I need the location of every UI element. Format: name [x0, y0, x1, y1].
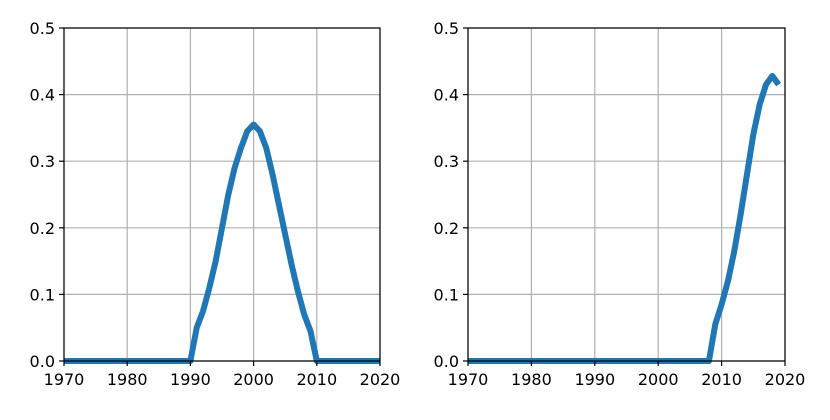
- y-tick-label: 0.0: [434, 352, 459, 371]
- series-line: [468, 72, 782, 364]
- y-tick-label: 0.4: [30, 86, 55, 105]
- y-tick-label: 0.5: [30, 19, 55, 38]
- x-tick-label: 2020: [765, 370, 806, 389]
- y-tick-label: 0.1: [30, 285, 55, 304]
- axes-frame: [63, 27, 381, 362]
- x-tick-label: 2020: [360, 370, 401, 389]
- y-tick-label: 0.3: [30, 152, 55, 171]
- x-tick-label: 1970: [44, 370, 85, 389]
- x-tick-label: 1980: [107, 370, 148, 389]
- y-tick-label: 0.2: [434, 219, 459, 238]
- x-tick-label: 2000: [638, 370, 679, 389]
- chart-panel-1: 1970 1980 1990 2000 2010 2020 0.0 0.1 0.2 0.3 0.4 0…: [30, 19, 401, 389]
- x-tick-label: 1970: [448, 370, 489, 389]
- x-tick-label: 2010: [701, 370, 742, 389]
- y-tick-label: 0.1: [434, 285, 459, 304]
- axes-frame: [467, 27, 786, 362]
- y-tick-label: 0.3: [434, 152, 459, 171]
- x-tick-label: 1990: [574, 370, 615, 389]
- y-tick-label: 0.0: [30, 352, 55, 371]
- chart-panel-2: 1970 1980 1990 2000 2010 2020 0.0 0.1 0.2 0.3 0.4 0…: [434, 19, 806, 389]
- x-tick-label: 2010: [296, 370, 337, 389]
- x-tick-label: 1990: [170, 370, 211, 389]
- y-tick-label: 0.2: [30, 219, 55, 238]
- x-tick-label: 2000: [233, 370, 274, 389]
- x-tick-label: 1980: [511, 370, 552, 389]
- series-line: [64, 121, 380, 364]
- y-tick-label: 0.5: [434, 19, 459, 38]
- y-tick-label: 0.4: [434, 86, 459, 105]
